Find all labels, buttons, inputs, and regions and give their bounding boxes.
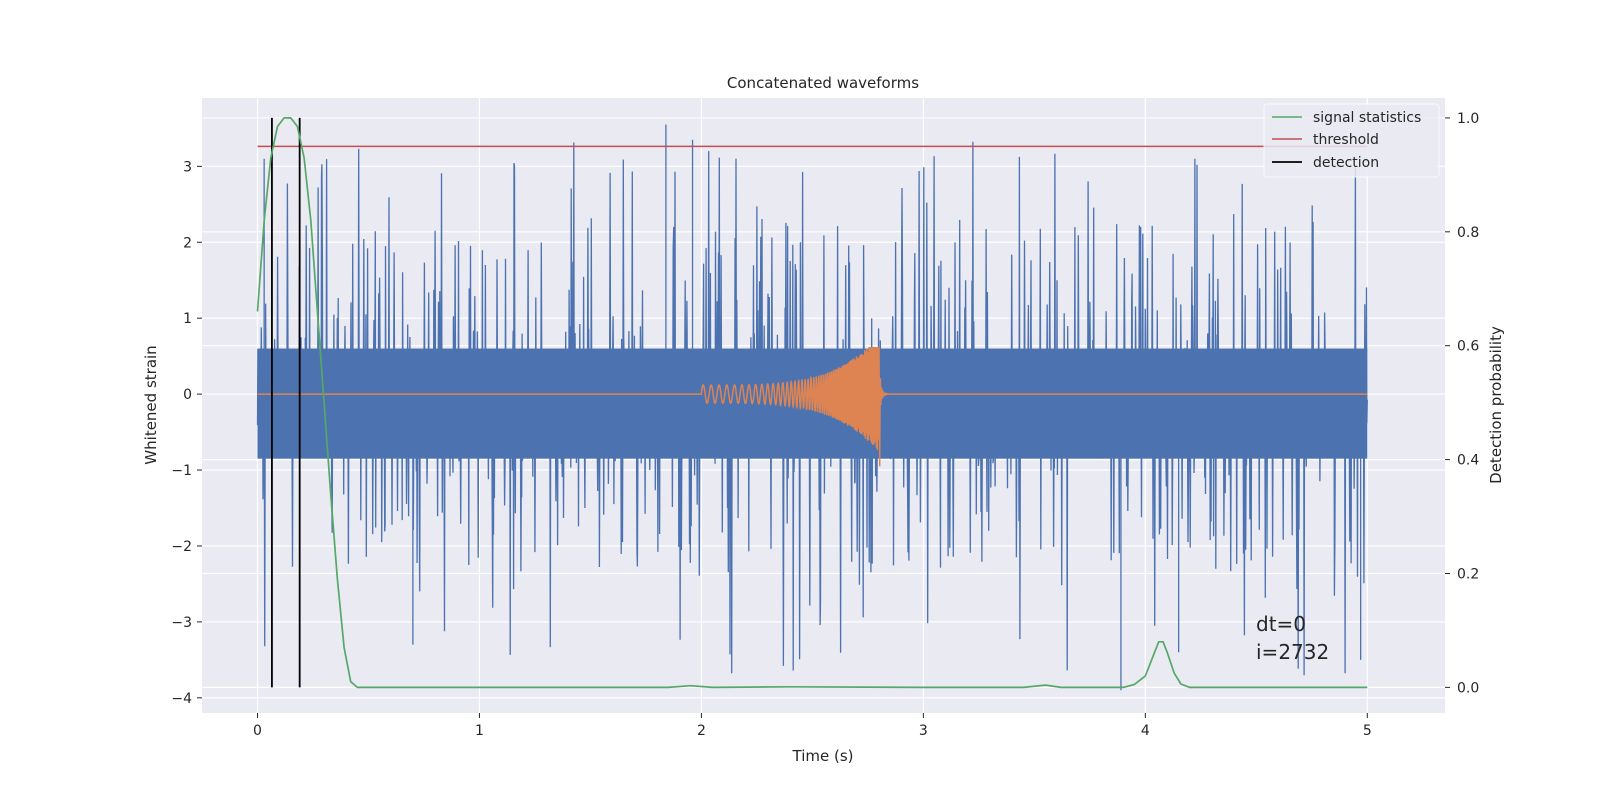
legend-label-threshold: threshold	[1313, 132, 1379, 148]
y-right-tick-label: 0.6	[1457, 339, 1479, 355]
x-tick-label: 1	[475, 723, 484, 739]
y-tick-label: 0	[183, 387, 192, 403]
y-right-tick-label: 0.8	[1457, 225, 1479, 241]
y-right-tick-label: 0.4	[1457, 453, 1479, 469]
y-tick-label: 3	[183, 159, 192, 175]
y-tick-label: −4	[171, 691, 192, 707]
signal-statistics-line	[256, 117, 1368, 689]
y-right-tick-label: 0.0	[1457, 680, 1479, 696]
x-tick-label: 4	[1141, 723, 1150, 739]
y-right-tick-label: 0.2	[1457, 566, 1479, 582]
annotation-index: i=2732	[1256, 640, 1329, 664]
legend-box	[1263, 103, 1440, 178]
axis-ticks: 0 1 2 3 4 5 −4 −3 −2 −1 0 1 2 3 0.0 0.2 0.4 0.6 0.8 1.0	[171, 111, 1479, 739]
legend-label-detection: detection	[1313, 155, 1379, 171]
y-tick-label: −3	[171, 615, 192, 631]
annotation-dt: dt=0	[1256, 612, 1306, 636]
x-tick-label: 3	[919, 723, 928, 739]
x-tick-label: 5	[1363, 723, 1372, 739]
y-tick-label: 1	[183, 311, 192, 327]
y-right-tick-label: 1.0	[1457, 111, 1479, 127]
y-axis-label: Whitened strain	[142, 345, 160, 464]
y-tick-label: −1	[171, 463, 192, 479]
waveform-line	[257, 346, 1368, 467]
y-tick-label: 2	[183, 235, 192, 251]
y-tick-label: −2	[171, 539, 192, 555]
waveform-series	[257, 346, 1368, 467]
signal-statistics-series	[256, 117, 1368, 689]
legend: signal statistics threshold detection	[1263, 103, 1440, 178]
y-right-axis-label: Detection probability	[1487, 326, 1505, 484]
x-axis-label: Time (s)	[792, 747, 854, 765]
chart-title: Concatenated waveforms	[727, 74, 919, 92]
x-tick-label: 0	[253, 723, 262, 739]
x-tick-label: 2	[697, 723, 706, 739]
legend-label-signal-statistics: signal statistics	[1313, 110, 1421, 126]
